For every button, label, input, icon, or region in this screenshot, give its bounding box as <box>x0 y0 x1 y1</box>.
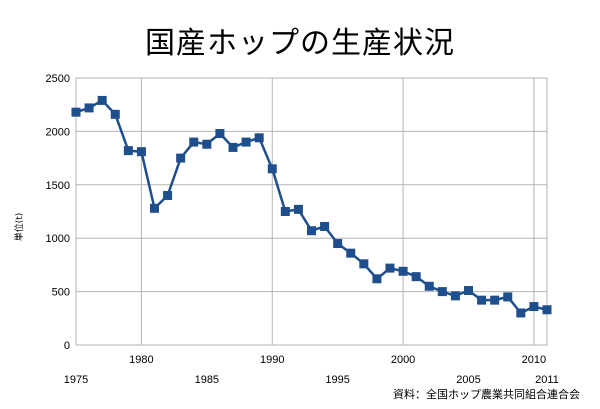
data-point-marker <box>215 129 225 139</box>
data-point-marker <box>411 272 421 282</box>
data-point-marker <box>385 263 395 273</box>
series-line <box>71 95 552 318</box>
data-point-marker <box>372 274 382 284</box>
data-point-marker <box>437 287 447 297</box>
data-point-marker <box>529 302 539 312</box>
data-point-marker <box>136 147 146 157</box>
x-tick-label: 1975 <box>64 374 88 386</box>
data-point-marker <box>97 95 107 105</box>
x-axis-ticks: 1980 1990 2000 2010 1975 1985 1995 2005 2011 <box>64 354 559 386</box>
x-tick-label: 1980 <box>129 354 153 366</box>
data-point-marker <box>280 207 290 216</box>
data-point-marker <box>359 259 369 269</box>
x-tick-label: 1990 <box>260 354 284 366</box>
data-point-marker <box>267 164 277 174</box>
source-note: 資料：全国ホップ農業共同組合連合会 <box>393 388 580 401</box>
plot-area <box>75 77 548 346</box>
data-point-marker <box>71 107 81 117</box>
data-point-marker <box>333 239 343 249</box>
y-tick-label: 0 <box>64 340 70 352</box>
data-point-marker <box>450 291 460 301</box>
data-point-marker <box>398 266 408 276</box>
data-point-marker <box>477 295 487 305</box>
data-point-marker <box>163 190 173 200</box>
x-tick-label: 2005 <box>456 374 480 386</box>
gridlines <box>76 77 547 346</box>
y-axis-label: 単位(t) <box>13 213 25 242</box>
data-point-marker <box>346 248 356 258</box>
data-point-marker <box>464 286 473 296</box>
data-point-marker <box>123 146 133 156</box>
chart-title: 国産ホップの生産状況 <box>145 26 455 61</box>
x-tick-label: 2000 <box>391 354 415 366</box>
y-tick-label: 500 <box>52 287 70 299</box>
y-tick-label: 1000 <box>46 233 70 245</box>
data-point-marker <box>320 221 330 231</box>
y-tick-label: 2500 <box>46 73 70 85</box>
x-tick-label: 2011 <box>535 374 559 386</box>
y-tick-label: 1500 <box>46 180 70 192</box>
data-point-marker <box>516 308 526 318</box>
data-point-marker <box>189 137 199 147</box>
data-point-marker <box>424 281 434 291</box>
data-point-marker <box>503 292 513 302</box>
data-point-marker <box>254 133 264 143</box>
data-point-marker <box>542 305 552 315</box>
data-point-marker <box>241 137 251 147</box>
data-point-marker <box>490 295 500 305</box>
data-point-marker <box>84 103 94 113</box>
x-tick-label: 1985 <box>195 374 219 386</box>
data-point-marker <box>293 204 303 214</box>
x-tick-label: 1995 <box>325 374 349 386</box>
data-point-marker <box>150 203 159 213</box>
data-point-marker <box>176 153 186 163</box>
y-axis-ticks: 0 500 1000 1500 2000 2500 <box>46 73 70 352</box>
data-point-marker <box>228 142 238 152</box>
data-point-marker <box>307 226 316 236</box>
data-point-marker <box>110 109 120 119</box>
y-tick-label: 2000 <box>46 126 70 138</box>
data-point-marker <box>202 139 212 149</box>
x-tick-label: 2010 <box>522 354 546 366</box>
